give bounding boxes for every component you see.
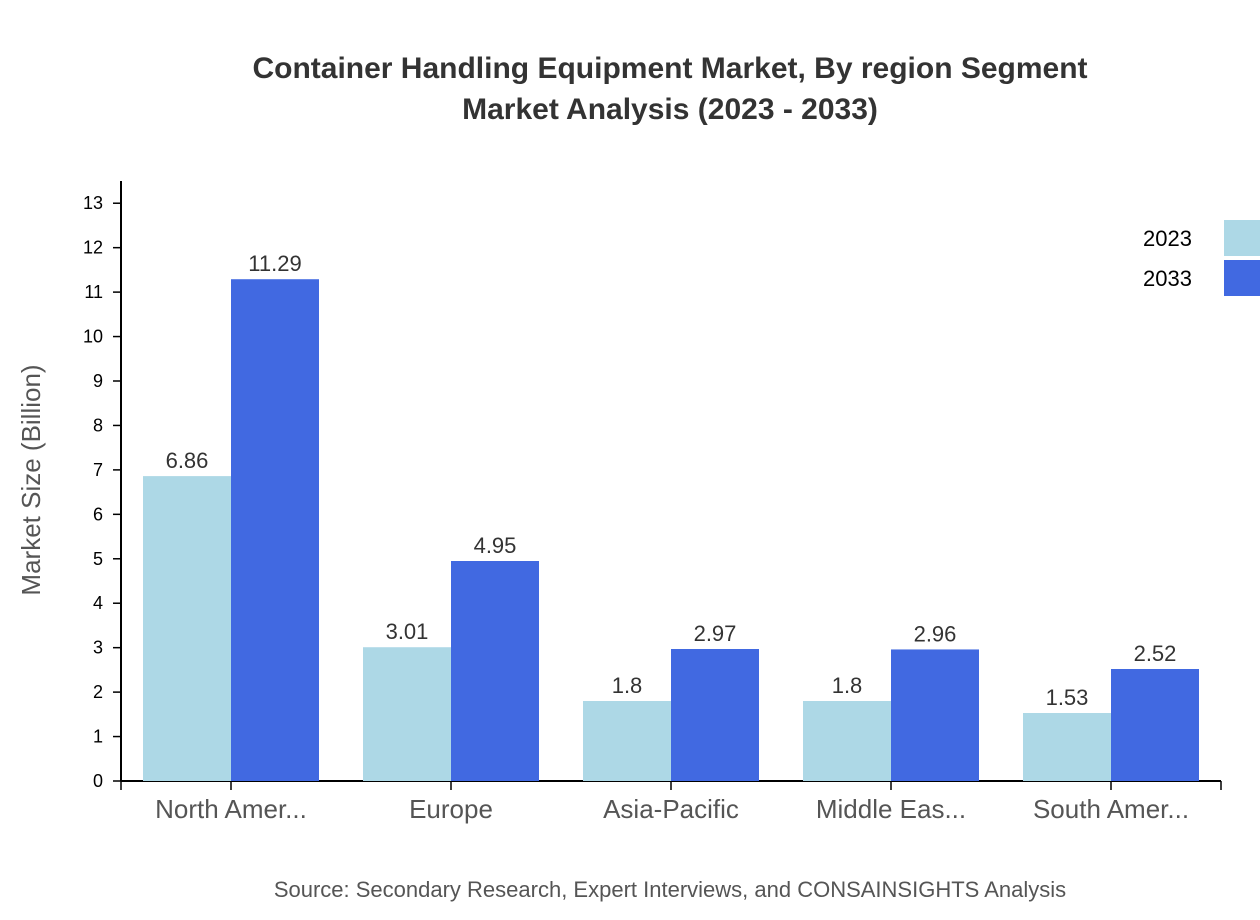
x-tick-label: South Amer... [1033,794,1189,824]
y-tick-label: 6 [93,504,103,524]
y-tick-label: 2 [93,682,103,702]
y-tick-label: 10 [83,327,103,347]
legend-label: 2023 [1143,226,1192,251]
bar-2023 [583,701,671,781]
y-tick-label: 4 [93,593,103,613]
bar-2023 [1023,713,1111,781]
y-tick-label: 3 [93,638,103,658]
y-tick-label: 5 [93,549,103,569]
source-note: Source: Secondary Research, Expert Inter… [273,877,1067,902]
data-label: 6.86 [166,448,209,473]
legend-swatch [1224,260,1260,296]
bar-2033 [451,561,539,781]
data-label: 1.53 [1046,685,1089,710]
legend-swatch [1224,220,1260,256]
y-tick-label: 7 [93,460,103,480]
data-label: 2.97 [694,621,737,646]
bar-2023 [803,701,891,781]
chart-title: Container Handling Equipment Market, By … [0,48,1260,130]
x-tick-label: Europe [409,794,493,824]
legend-label: 2033 [1143,266,1192,291]
bar-2033 [1111,669,1199,781]
data-label: 11.29 [248,251,301,276]
bar-2023 [363,647,451,781]
data-label: 3.01 [386,619,429,644]
y-tick-label: 11 [84,282,103,302]
bar-2023 [143,476,231,781]
x-tick-label: North Amer... [155,794,307,824]
data-label: 1.8 [612,673,643,698]
x-tick-label: Middle Eas... [816,794,966,824]
legend: 2023 2033 [1143,220,1260,296]
y-axis-label: Market Size (Billion) [16,364,46,595]
bar-2033 [231,279,319,781]
y-tick-label: 8 [93,415,103,435]
chart-title-line-1: Container Handling Equipment Market, By … [252,52,1088,85]
chart-title-line-2: Market Analysis (2023 - 2033) [462,93,878,126]
bar-2033 [671,649,759,781]
y-tick-label: 9 [93,371,103,391]
x-tick-label: Asia-Pacific [603,794,739,824]
y-tick-label: 13 [83,193,103,213]
data-label: 4.95 [474,533,517,558]
data-label: 2.96 [914,621,957,646]
y-tick-label: 1 [93,727,103,747]
bar-2033 [891,649,979,781]
y-tick-label: 12 [83,238,103,258]
data-label: 2.52 [1134,641,1177,666]
data-label: 1.8 [832,673,863,698]
y-tick-label: 0 [93,771,103,791]
